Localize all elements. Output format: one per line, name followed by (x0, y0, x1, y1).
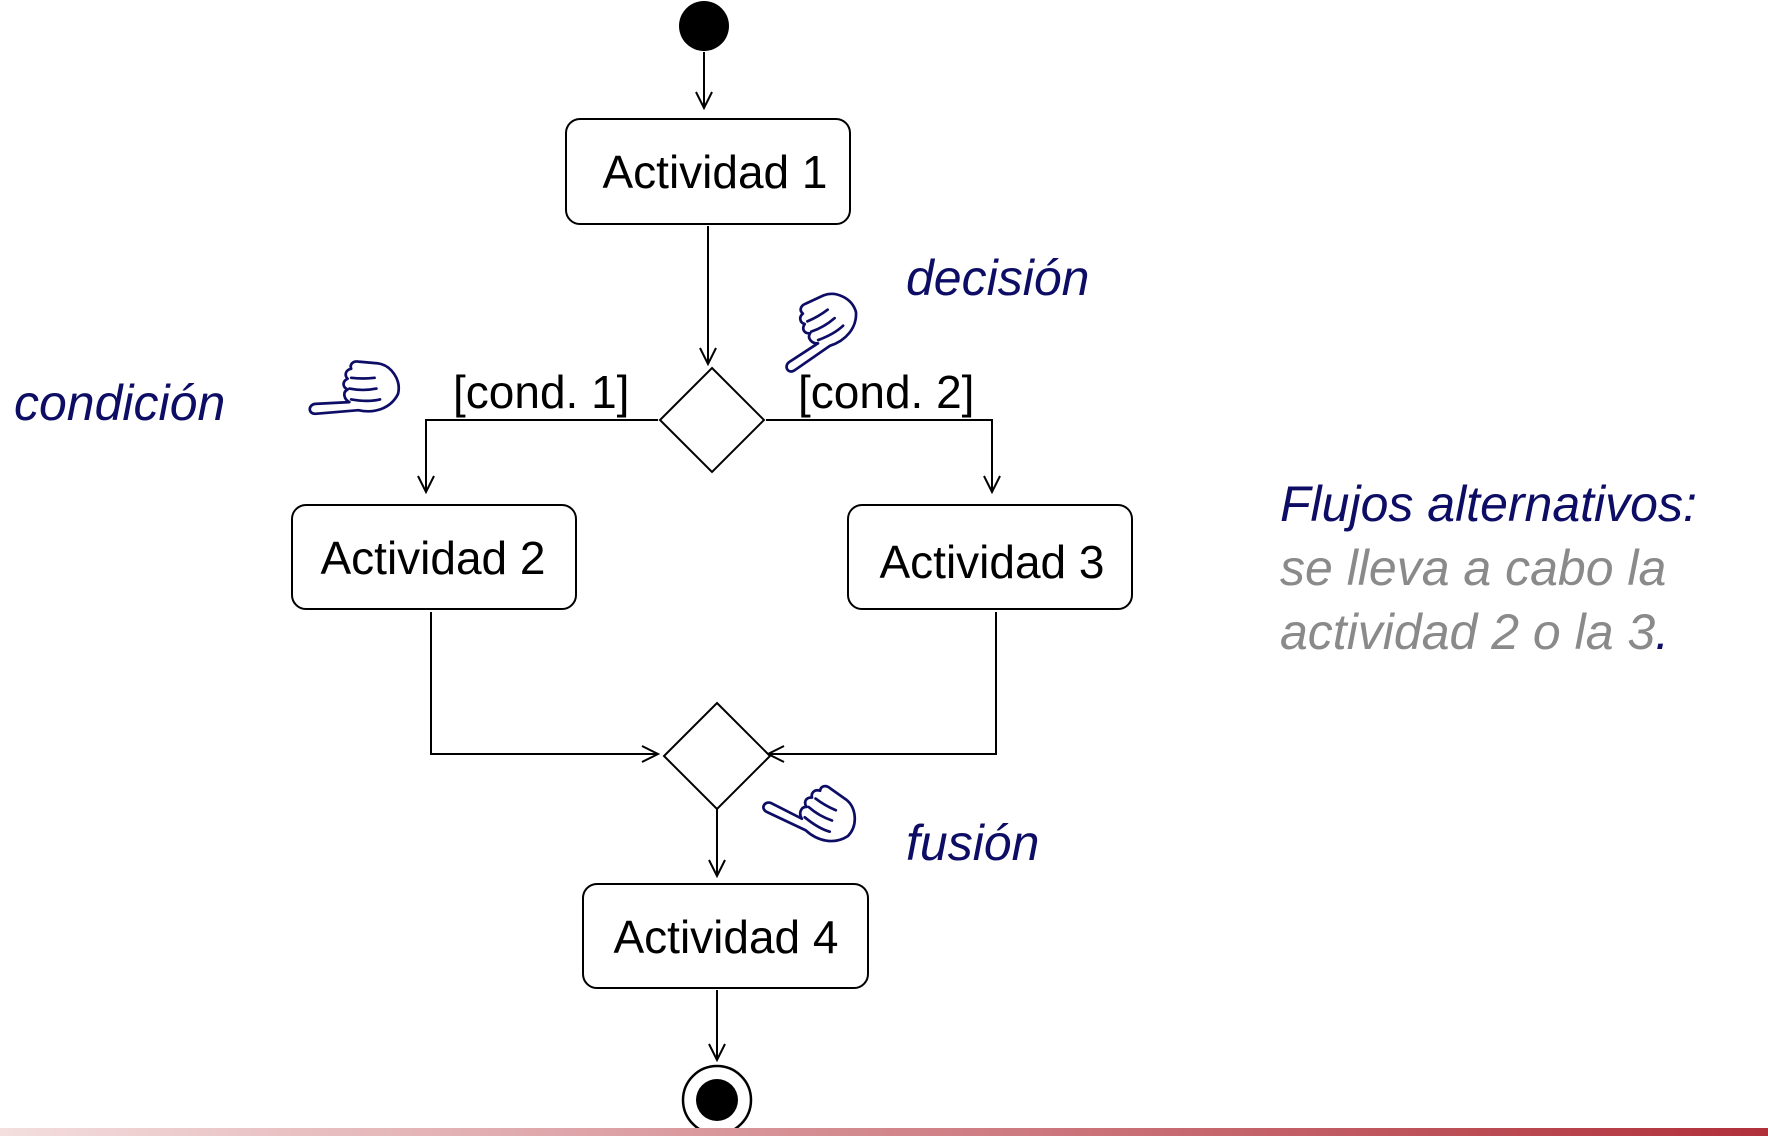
activity-node-1: Actividad 1 (565, 118, 851, 225)
side-note: Flujos alternativos: se lleva a cabo la … (1280, 472, 1760, 664)
side-note-line-2: actividad 2 o la 3. (1280, 600, 1760, 664)
flow-decision-to-actividad-2 (426, 419, 658, 492)
annotation-condicion: condición (14, 375, 225, 431)
guard-cond-1: [cond. 1] (453, 366, 629, 418)
activity-3-label: Actividad 3 (879, 536, 1104, 588)
side-note-line-2-text: actividad 2 o la 3 (1280, 604, 1656, 660)
activity-node-3: Actividad 3 (847, 504, 1133, 610)
initial-node (679, 1, 729, 51)
flow-actividad-3-to-merge (768, 612, 997, 754)
activity-4-label: Actividad 4 (613, 911, 838, 963)
activity-node-2: Actividad 2 (291, 504, 577, 610)
activity-2-label: Actividad 2 (320, 532, 545, 584)
pointing-hand-icon (308, 360, 401, 416)
annotation-decision: decisión (906, 250, 1089, 306)
flow-actividad-2-to-merge (430, 612, 658, 754)
activity-node-4: Actividad 4 (582, 883, 869, 989)
final-node (681, 1064, 753, 1136)
pointing-hand-icon (760, 762, 867, 855)
decision-node (658, 366, 766, 474)
side-note-title: Flujos alternativos: (1280, 476, 1697, 532)
merge-node (662, 701, 772, 811)
side-note-line-1: se lleva a cabo la (1280, 540, 1667, 596)
side-note-period: . (1655, 604, 1670, 660)
pointing-hand-icon (761, 282, 868, 375)
annotation-fusion: fusión (906, 815, 1039, 871)
flow-decision-to-actividad-3 (766, 419, 992, 492)
bottom-accent-bar (0, 1128, 1768, 1136)
guard-cond-2: [cond. 2] (798, 366, 974, 418)
activity-1-label: Actividad 1 (602, 146, 827, 198)
